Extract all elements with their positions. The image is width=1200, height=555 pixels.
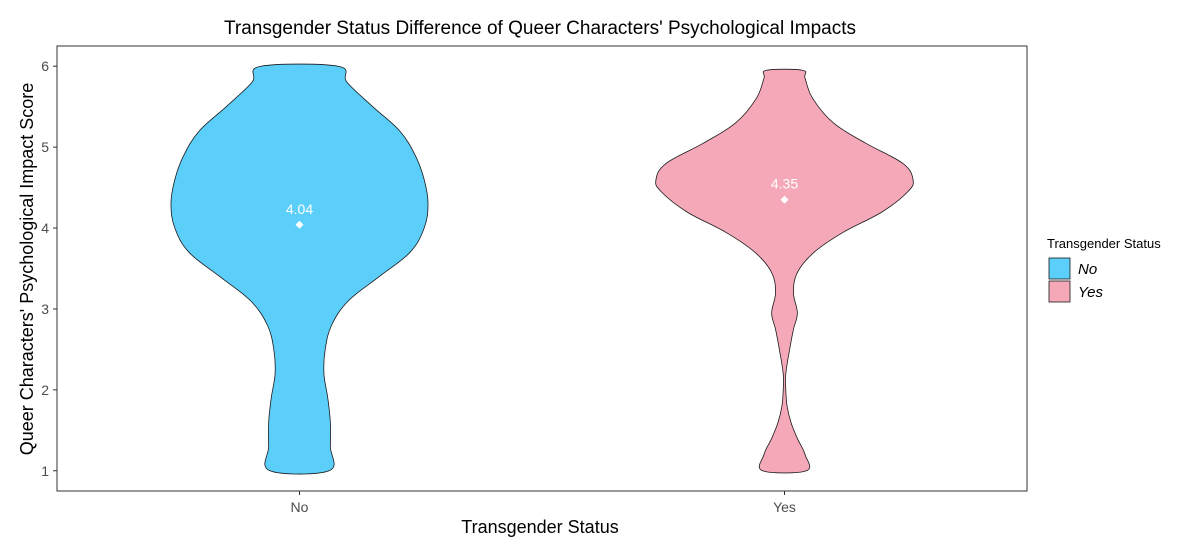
mean-point-yes bbox=[780, 195, 789, 204]
y-tick-label: 1 bbox=[41, 463, 49, 479]
legend-label-no: No bbox=[1078, 261, 1097, 278]
mean-label-no: 4.04 bbox=[286, 201, 313, 217]
y-axis-title: Queer Characters' Psychological Impact S… bbox=[17, 83, 37, 456]
violin-no bbox=[170, 63, 429, 475]
legend-key-no bbox=[1048, 257, 1071, 280]
x-axis-title: Transgender Status bbox=[461, 517, 618, 537]
y-tick-label: 4 bbox=[41, 220, 49, 236]
x-tick-label: No bbox=[291, 499, 309, 515]
mean-label-yes: 4.35 bbox=[771, 176, 798, 192]
legend-key-yes bbox=[1048, 280, 1071, 303]
mean-point-no bbox=[295, 220, 304, 229]
axes-layer: 1 2 3 4 5 6 No Yes bbox=[41, 58, 796, 515]
y-tick-label: 2 bbox=[41, 382, 49, 398]
y-tick-label: 3 bbox=[41, 301, 49, 317]
chart-title: Transgender Status Difference of Queer C… bbox=[224, 18, 856, 39]
y-tick-label: 6 bbox=[41, 58, 49, 74]
violin-yes bbox=[655, 68, 914, 474]
legend-label-yes: Yes bbox=[1078, 284, 1104, 301]
plot-panel-border bbox=[56, 45, 1028, 492]
legend: No Yes bbox=[1048, 257, 1104, 303]
y-tick-label: 5 bbox=[41, 139, 49, 155]
legend-title: Transgender Status bbox=[1047, 236, 1161, 251]
violins-layer: 4.04 4.35 bbox=[170, 63, 914, 475]
x-tick-label: Yes bbox=[773, 499, 796, 515]
